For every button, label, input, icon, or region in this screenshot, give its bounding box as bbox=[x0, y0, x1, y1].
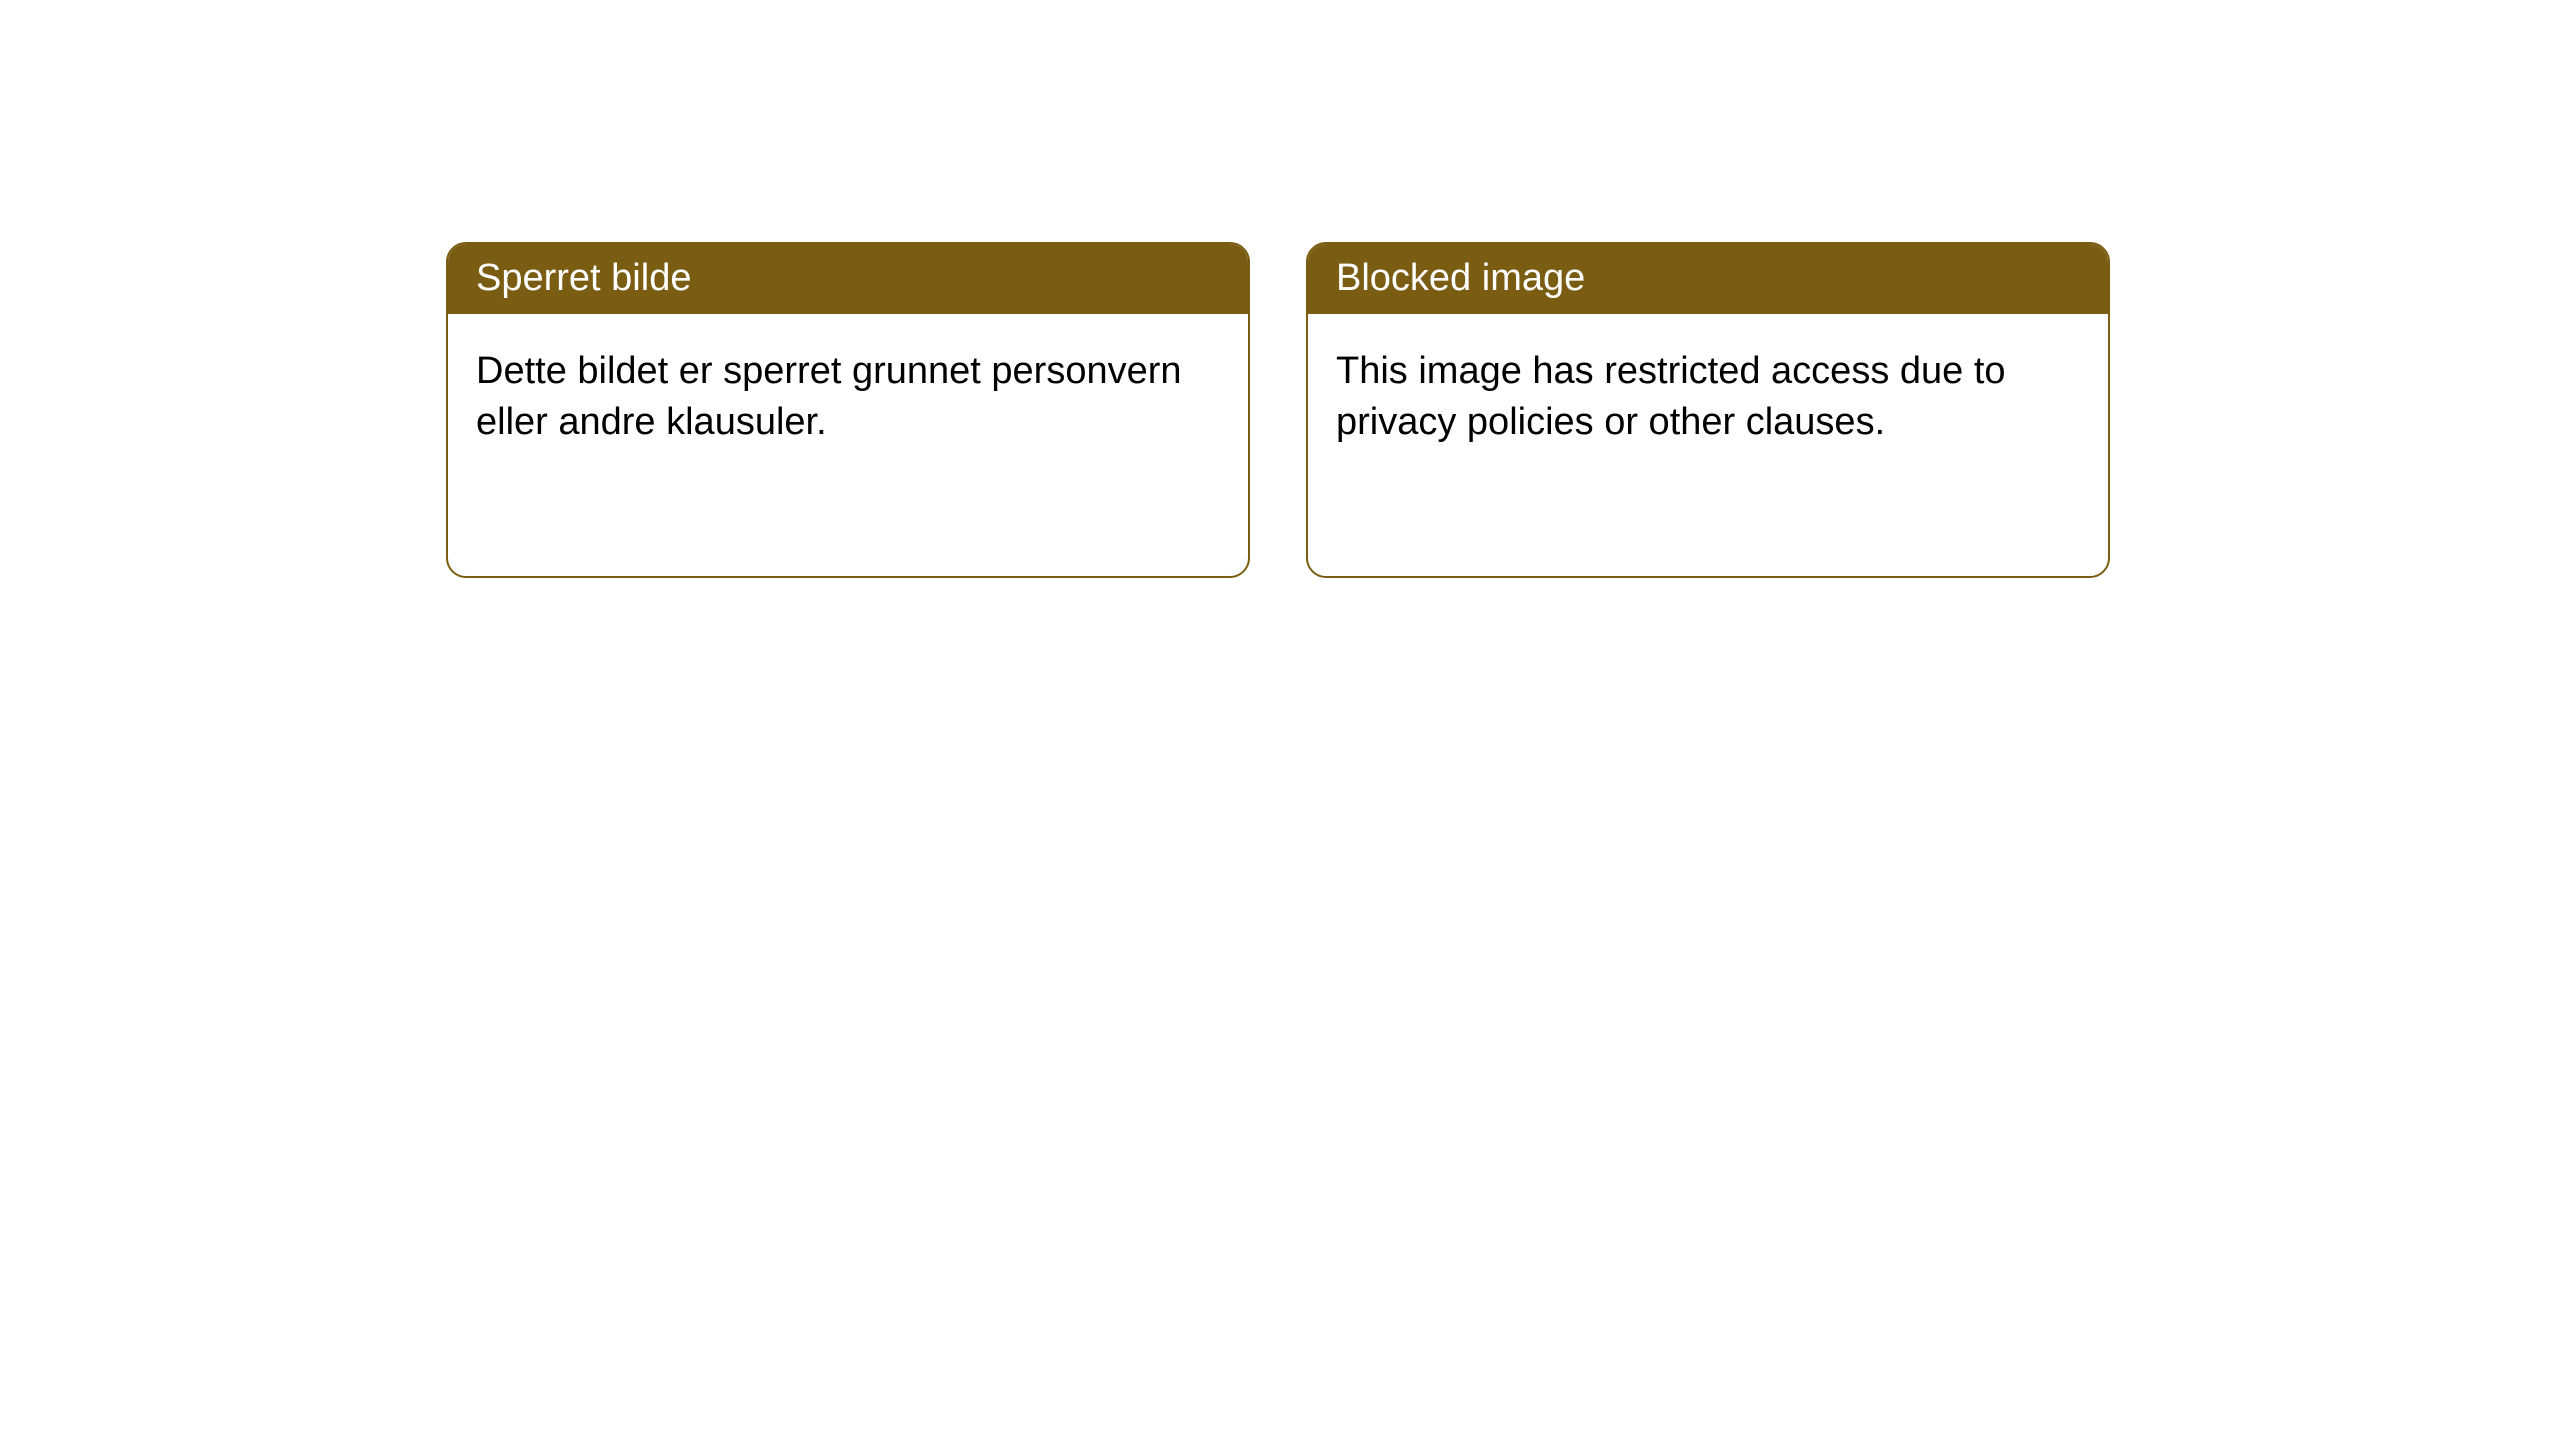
card-english-header: Blocked image bbox=[1308, 244, 2108, 314]
card-english-text: This image has restricted access due to … bbox=[1336, 350, 2006, 443]
cards-container: Sperret bilde Dette bildet er sperret gr… bbox=[0, 0, 2560, 578]
card-norwegian-text: Dette bildet er sperret grunnet personve… bbox=[476, 350, 1182, 443]
card-norwegian: Sperret bilde Dette bildet er sperret gr… bbox=[446, 242, 1250, 578]
card-english: Blocked image This image has restricted … bbox=[1306, 242, 2110, 578]
card-english-title: Blocked image bbox=[1336, 257, 1585, 299]
card-norwegian-header: Sperret bilde bbox=[448, 244, 1248, 314]
card-english-body: This image has restricted access due to … bbox=[1308, 314, 2108, 481]
card-norwegian-title: Sperret bilde bbox=[476, 257, 691, 299]
card-norwegian-body: Dette bildet er sperret grunnet personve… bbox=[448, 314, 1248, 481]
